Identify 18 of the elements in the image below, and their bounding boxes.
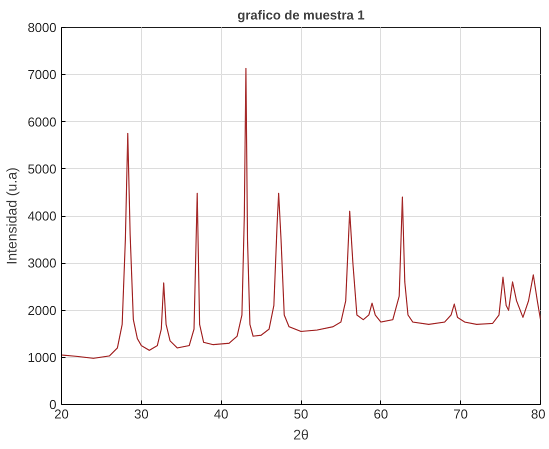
line-series bbox=[62, 68, 540, 359]
x-tick-label: 30 bbox=[134, 406, 149, 422]
y-tick-label: 7000 bbox=[28, 67, 56, 82]
x-tick-label: 80 bbox=[531, 406, 546, 422]
y-tick-label: 5000 bbox=[28, 161, 56, 176]
y-tick-label: 8000 bbox=[28, 20, 56, 35]
x-tick-label: 40 bbox=[214, 406, 228, 422]
x-tick-label: 50 bbox=[294, 406, 308, 422]
y-tick-label: 6000 bbox=[28, 114, 56, 130]
x-tick-label: 60 bbox=[374, 406, 388, 422]
y-axis-title: Intensidad (u.a) bbox=[4, 167, 20, 265]
x-tick-label: 70 bbox=[453, 406, 468, 422]
y-tick-label: 4000 bbox=[28, 208, 56, 224]
chart-title: grafico de muestra 1 bbox=[237, 8, 365, 22]
y-tick-label: 3000 bbox=[28, 256, 56, 271]
y-tick-label: 2000 bbox=[28, 302, 56, 318]
x-axis-title: 2θ bbox=[293, 426, 309, 442]
y-tick-label: 1000 bbox=[28, 350, 56, 365]
